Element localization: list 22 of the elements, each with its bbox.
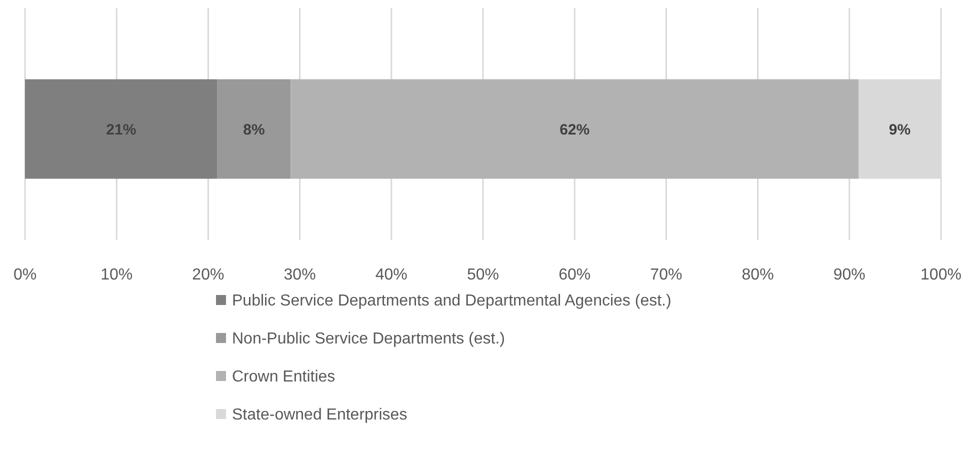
x-tick-label: 50% <box>466 266 500 284</box>
x-tick-label: 60% <box>558 266 591 284</box>
x-tick-label: 70% <box>650 266 682 284</box>
x-tick-label: 90% <box>833 266 866 284</box>
bar <box>217 79 291 179</box>
data-label: 62% <box>560 121 590 138</box>
x-tick-label: 30% <box>284 266 316 284</box>
data-label: 8% <box>243 121 265 138</box>
x-tick-label: 20% <box>192 266 224 284</box>
data-label: 9% <box>888 121 911 138</box>
x-tick-label: 10% <box>100 266 133 284</box>
bar <box>290 79 859 179</box>
x-tick-label: 80% <box>742 266 774 284</box>
bar <box>25 79 218 179</box>
legend-label: State-owned Enterprises <box>232 406 408 424</box>
x-tick-label: 40% <box>375 266 408 284</box>
x-tick-label: 0% <box>13 266 37 284</box>
legend-label: Non-Public Service Departments (est.) <box>232 330 505 348</box>
legend-label: Crown Entities <box>232 368 336 386</box>
x-tick-label: 100% <box>920 266 962 284</box>
data-label: 21% <box>106 121 136 138</box>
legend-label: Public Service Departments and Departmental Agencies (est.) <box>232 292 672 310</box>
